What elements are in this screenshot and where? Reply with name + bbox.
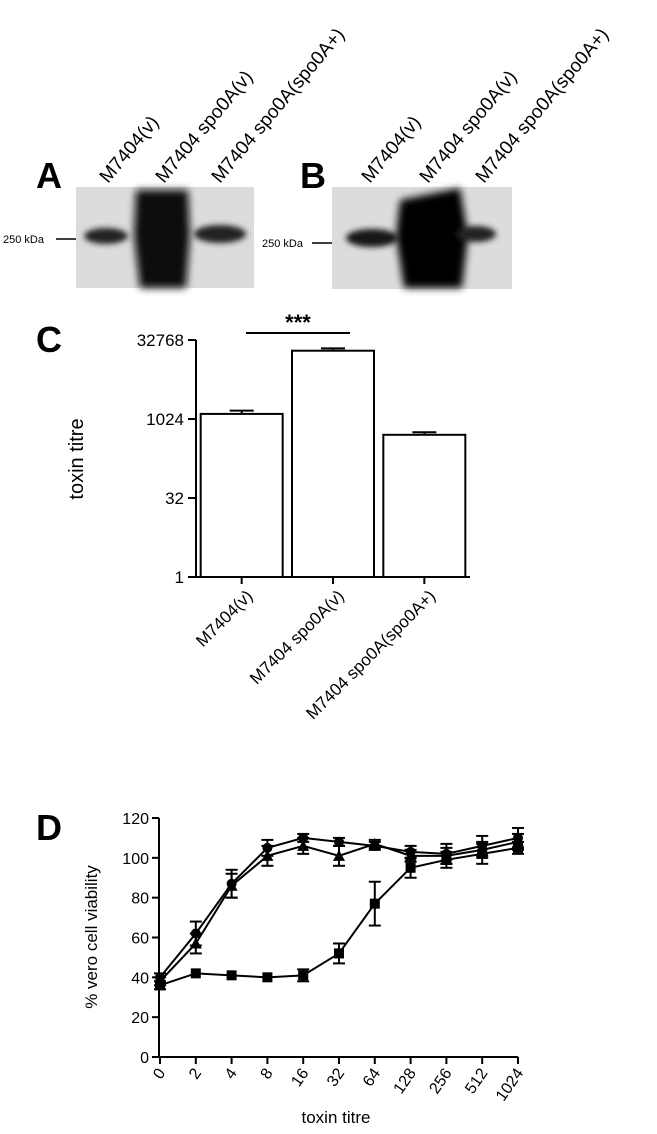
chart-c-tick-labels: 1 32 1024 32768 [137,331,184,587]
blot-b-lane-label-2: M7404 spo0A(v) [416,67,522,187]
chart-c-y-tick-label: 1024 [146,410,184,429]
chart-d-x-tick-label: 0 [150,1065,169,1082]
blot-b-bands [346,188,496,288]
chart-d-x-tick-label: 2 [186,1065,205,1082]
chart-d-point-square [298,970,309,981]
chart-d-point-square [262,972,273,983]
chart-c-category-label: M7404(v) [192,586,256,650]
chart-d-x-axis-label: toxin titre [302,1108,371,1127]
chart-c-bar [199,412,284,578]
chart-c-category-labels: M7404(v)M7404 spo0A(v)M7404 spo0A(spo0A+… [192,586,439,723]
chart-d-y-tick-label: 20 [131,1010,149,1027]
blot-b-lane-label-1: M7404(v) [358,112,426,187]
chart-c-category-label: M7404 spo0A(v) [246,586,348,688]
chart-d-point-triangle [297,839,310,851]
blot-b-band-lane3 [456,226,496,242]
blot-a-lane-label-2: M7404 spo0A(v) [152,67,258,187]
chart-d-point-circle [334,836,344,847]
chart-c-bar [291,349,375,578]
chart-d-axes [152,817,519,1064]
panel-letter-c: C [36,319,62,360]
chart-c: 1 32 1024 32768 M7404(v)M7404 spo0A(v)M7404… [66,310,470,723]
chart-d-point-square [334,948,344,959]
chart-d-point-square [477,848,488,859]
chart-d-series-line [159,846,519,987]
blot-a-bands [84,190,246,288]
chart-c-bar [382,433,467,578]
chart-c-y-tick-label: 32 [165,489,184,508]
chart-d-x-tick-label: 16 [288,1065,312,1089]
chart-d-point-triangle [368,837,381,849]
blot-a-band-lane2 [134,190,190,288]
chart-d-x-tick-label: 4 [222,1065,241,1082]
chart-c-y-tick-label: 1 [175,568,184,587]
chart-d-point-triangle [333,849,345,861]
blot-b-band-lane2 [396,188,468,288]
chart-d-x-tick-label: 8 [258,1065,277,1082]
chart-d-point-square [441,854,452,865]
chart-d-point-square [190,968,201,979]
chart-d-y-tick-label: 60 [131,931,149,948]
chart-d-x-tick-label: 32 [324,1065,348,1089]
chart-d-point-square [513,842,523,853]
chart-d-series-square [154,840,524,991]
chart-d-point-square [226,970,237,981]
chart-c-bars [199,347,467,578]
chart-d-x-tick-label: 64 [360,1065,384,1089]
chart-d-y-axis-label: % vero cell viability [82,865,101,1009]
chart-c-significance-label: *** [285,310,311,335]
panel-letter-a: A [36,155,62,196]
panel-letter-d: D [36,807,62,848]
chart-d-y-tick-label: 0 [140,1050,149,1067]
chart-d-y-tick-label: 120 [122,811,149,828]
chart-d-point-triangle [225,879,238,891]
blot-a-band-lane1 [84,228,128,244]
chart-d-x-tick-label: 256 [426,1065,455,1097]
chart-d-point-square [155,980,165,991]
blot-a-marker-label: 250 kDa [3,234,45,246]
chart-d-point-square [405,862,416,873]
chart-c-y-axis-label: toxin titre [66,418,88,499]
chart-d-x-tick-label: 512 [462,1065,491,1097]
chart-d-x-tick-label: 128 [391,1065,420,1097]
chart-d-point-triangle [189,937,202,949]
chart-d-y-tick-label: 40 [131,970,149,987]
blot-b-marker-label: 250 kDa [262,238,304,250]
chart-d-series [154,826,524,991]
chart-d-y-tick-label: 100 [122,851,149,868]
blot-a-band-lane3 [194,225,246,243]
chart-d-point-square [369,898,380,909]
chart-d-x-tick-label: 1024 [493,1065,527,1104]
blot-b-band-lane1 [346,229,398,247]
chart-d-point-triangle [261,849,274,861]
chart-d-y-tick-label: 80 [131,891,149,908]
panel-letter-b: B [300,155,326,196]
chart-c-y-tick-label: 32768 [137,331,184,350]
